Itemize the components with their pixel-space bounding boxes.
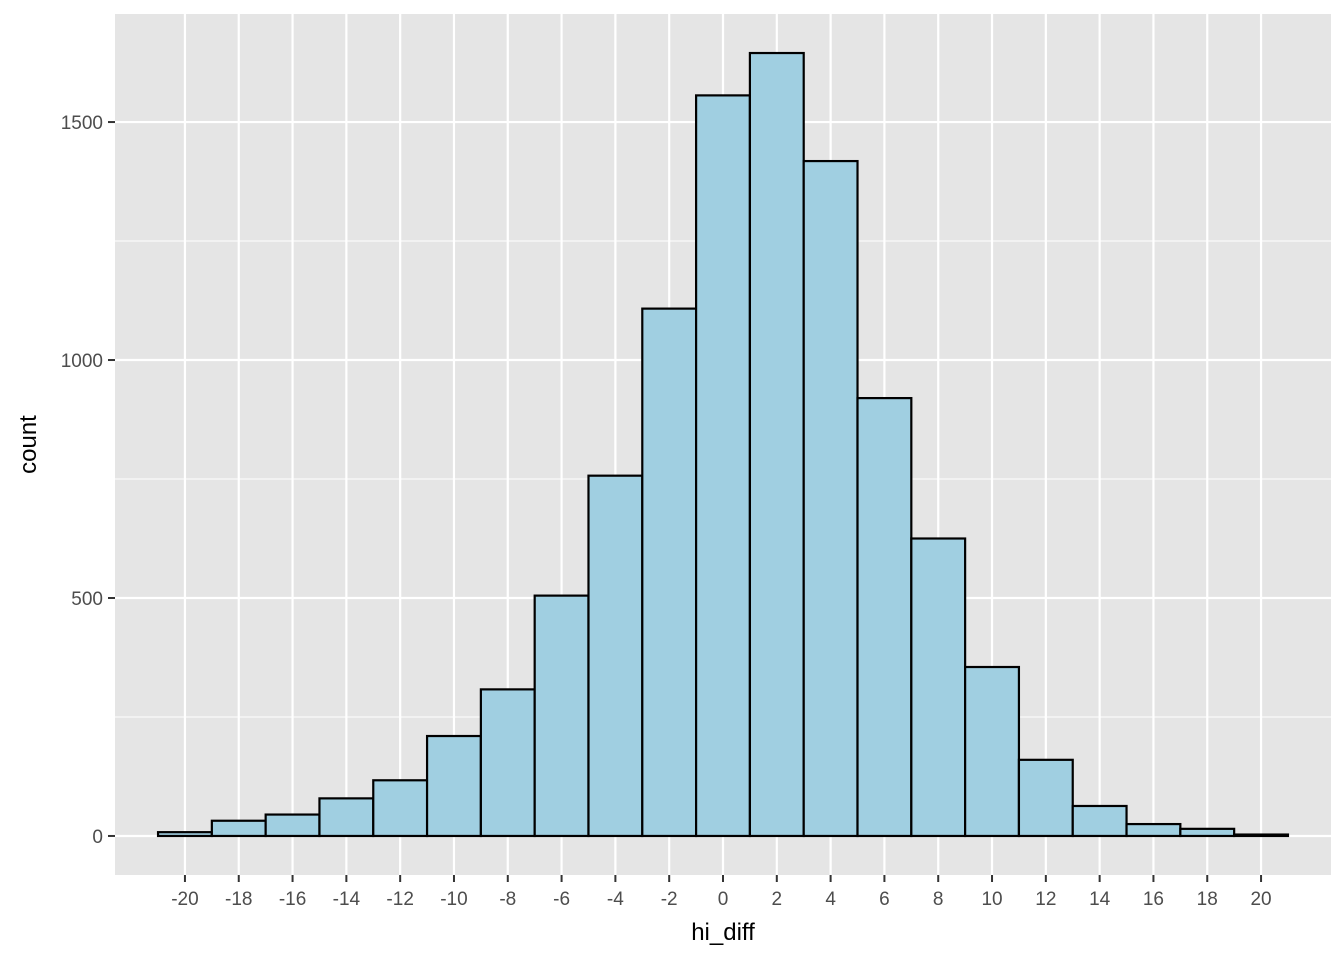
histogram-bar xyxy=(1125,822,1182,838)
histogram-bar xyxy=(210,819,267,838)
x-tick-label: 2 xyxy=(772,889,783,910)
x-tick-label: -18 xyxy=(225,889,252,910)
x-tick-label: 18 xyxy=(1197,889,1218,910)
x-tick-label: -6 xyxy=(553,889,570,910)
histogram-bars xyxy=(156,51,1290,838)
histogram-bar xyxy=(425,734,482,838)
histogram-bar xyxy=(264,813,321,838)
x-tick-label: -12 xyxy=(386,889,413,910)
histogram-bar xyxy=(533,594,590,838)
histogram-bar xyxy=(910,537,967,838)
x-tick-label: -4 xyxy=(607,889,624,910)
histogram-bar xyxy=(372,779,429,838)
y-tick-label: 500 xyxy=(71,589,103,610)
histogram-bar xyxy=(802,159,859,838)
histogram-bar xyxy=(856,396,913,838)
histogram-bar xyxy=(1233,833,1290,838)
y-axis: 0 500 1000 1500 xyxy=(61,113,115,848)
x-tick-label: -8 xyxy=(499,889,516,910)
histogram-bar xyxy=(694,94,752,838)
x-axis: -20 -18 -16 -14 -12 -10 -8 -6 -4 -2 0 2 4 6 8 10 12 14 16 1… xyxy=(171,875,1272,910)
x-tick-label: -10 xyxy=(440,889,467,910)
histogram-bar xyxy=(748,51,805,838)
histogram-bar xyxy=(156,831,213,838)
histogram-bar xyxy=(479,688,536,838)
x-tick-label: -16 xyxy=(279,889,306,910)
x-tick-label: 8 xyxy=(933,889,944,910)
y-tick-label: 0 xyxy=(92,827,103,848)
x-tick-label: 4 xyxy=(825,889,836,910)
x-tick-label: 20 xyxy=(1250,889,1271,910)
x-tick-label: 0 xyxy=(718,889,729,910)
x-tick-label: 14 xyxy=(1089,889,1111,910)
histogram-bar xyxy=(587,474,644,838)
histogram-bar xyxy=(1179,827,1236,838)
histogram-bar xyxy=(964,665,1021,838)
y-tick-label: 1000 xyxy=(61,351,103,372)
y-axis-title: count xyxy=(15,415,42,474)
histogram-bar xyxy=(1071,804,1128,838)
x-tick-label: 16 xyxy=(1143,889,1164,910)
x-tick-label: 10 xyxy=(981,889,1002,910)
x-axis-title: hi_diff xyxy=(691,919,755,946)
x-tick-label: -14 xyxy=(333,889,361,910)
x-tick-label: 6 xyxy=(879,889,890,910)
x-tick-label: -20 xyxy=(171,889,198,910)
histogram-bar xyxy=(641,307,698,838)
histogram-bar xyxy=(318,797,375,838)
x-tick-label: 12 xyxy=(1035,889,1056,910)
x-tick-label: -2 xyxy=(661,889,678,910)
histogram-bar xyxy=(1017,758,1074,838)
y-tick-label: 1500 xyxy=(61,113,103,134)
